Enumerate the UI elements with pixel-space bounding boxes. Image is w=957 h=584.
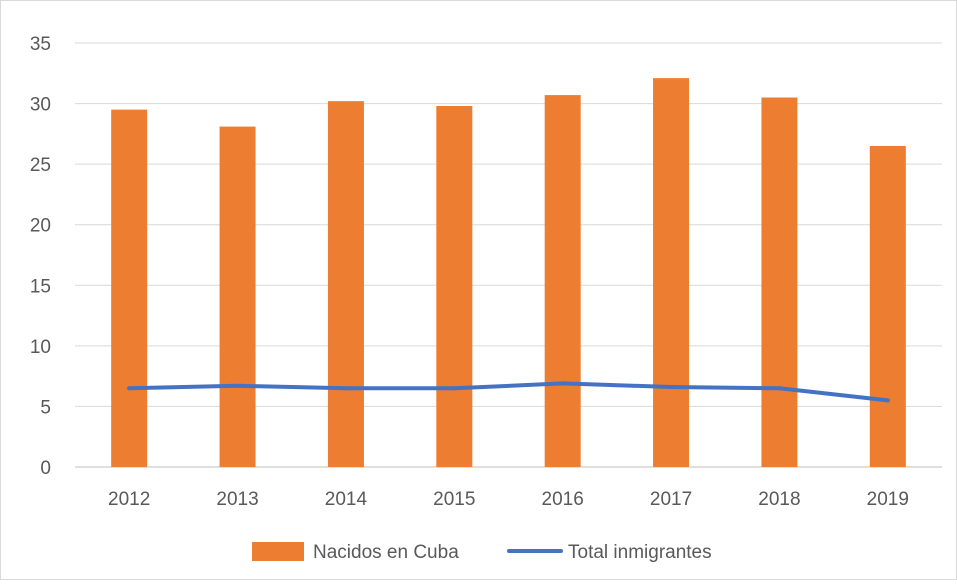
y-tick-label-35: 35 — [30, 34, 51, 55]
bar-series — [111, 78, 906, 468]
y-tick-label-20: 20 — [30, 216, 51, 237]
y-tick-label-0: 0 — [40, 458, 51, 479]
bar-2014 — [327, 101, 364, 468]
x-tick-label-2014: 2014 — [325, 489, 368, 510]
y-tick-label-30: 30 — [30, 95, 51, 116]
line-point-2012 — [127, 386, 132, 391]
y-tick-label-5: 5 — [40, 397, 51, 418]
line-series — [127, 381, 890, 403]
line-point-2014 — [343, 386, 348, 391]
y-axis-ticks: 0 5 10 15 20 25 30 35 — [30, 34, 51, 479]
x-tick-label-2018: 2018 — [758, 489, 800, 510]
bar-2012 — [111, 109, 148, 467]
legend-label-total: Total inmigrantes — [568, 542, 712, 563]
x-tick-label-2016: 2016 — [542, 489, 584, 510]
legend-label-nacidos: Nacidos en Cuba — [313, 542, 459, 563]
bar-2013 — [219, 126, 256, 468]
line-point-2018 — [777, 386, 782, 391]
x-tick-label-2019: 2019 — [867, 489, 909, 510]
line-point-2016 — [560, 381, 565, 386]
x-tick-label-2017: 2017 — [650, 489, 692, 510]
legend-swatch-nacidos — [252, 542, 304, 561]
bar-2015 — [436, 105, 473, 467]
line-total-inmigrantes — [127, 381, 890, 403]
y-tick-label-10: 10 — [30, 337, 51, 358]
legend: Nacidos en Cuba Total inmigrantes — [252, 542, 712, 563]
y-tick-label-15: 15 — [30, 276, 51, 297]
x-axis-ticks: 2012 2013 2014 2015 2016 2017 2018 2019 — [108, 489, 909, 510]
x-tick-label-2015: 2015 — [433, 489, 475, 510]
x-tick-label-2012: 2012 — [108, 489, 150, 510]
gridlines — [75, 42, 942, 468]
line-point-2013 — [235, 383, 240, 388]
line-point-2015 — [452, 386, 457, 391]
line-point-2017 — [669, 385, 674, 390]
line-point-2019 — [885, 398, 890, 403]
x-tick-label-2013: 2013 — [216, 489, 258, 510]
bar-2019 — [869, 145, 906, 467]
bar-2018 — [761, 97, 798, 467]
y-tick-label-25: 25 — [30, 155, 51, 176]
bar-2016 — [544, 95, 581, 467]
bar-2017 — [653, 78, 690, 467]
